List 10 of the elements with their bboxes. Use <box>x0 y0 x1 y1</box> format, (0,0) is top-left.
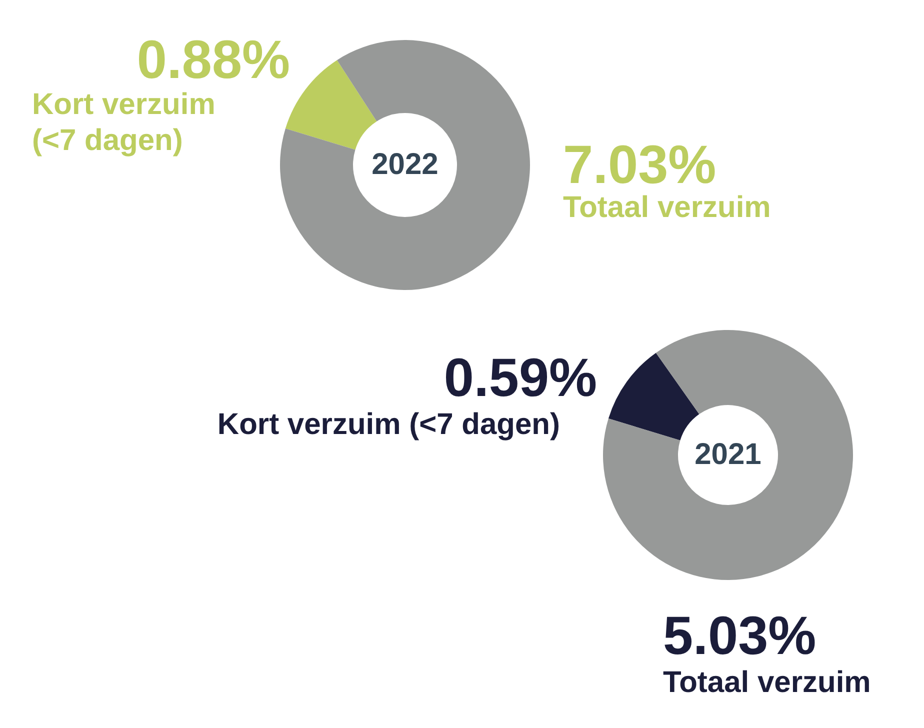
data-label: 0.88% <box>136 30 290 90</box>
donut-slice <box>608 352 700 440</box>
text: 2021 <box>694 438 762 471</box>
text: 2022 <box>372 148 438 181</box>
data-label: 0.59% <box>444 348 597 408</box>
donut-slice <box>603 330 853 580</box>
slice-label: Kort verzuim (<7 dagen) <box>32 88 216 157</box>
data-label: 5.03% <box>663 606 816 666</box>
slice-label: Totaal verzuim <box>663 666 871 699</box>
slice-label: Kort verzuim (<7 dagen) <box>217 408 560 441</box>
